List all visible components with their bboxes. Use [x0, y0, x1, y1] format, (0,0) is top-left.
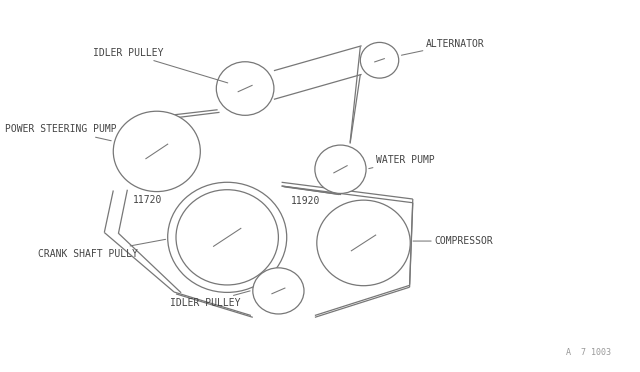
Ellipse shape — [253, 268, 304, 314]
Text: 11720: 11720 — [133, 195, 163, 205]
Ellipse shape — [317, 200, 410, 286]
Text: WATER PUMP: WATER PUMP — [369, 155, 435, 169]
Ellipse shape — [360, 42, 399, 78]
Text: IDLER PULLEY: IDLER PULLEY — [170, 291, 250, 308]
Ellipse shape — [315, 145, 366, 193]
Text: COMPRESSOR: COMPRESSOR — [413, 236, 493, 246]
Ellipse shape — [216, 62, 274, 115]
Text: ALTERNATOR: ALTERNATOR — [401, 39, 484, 55]
Text: IDLER PULLEY: IDLER PULLEY — [93, 48, 228, 83]
Ellipse shape — [113, 111, 200, 192]
Text: A  7 1003: A 7 1003 — [566, 348, 611, 357]
Text: 11920: 11920 — [291, 196, 321, 206]
Text: POWER STEERING PUMP: POWER STEERING PUMP — [5, 125, 116, 141]
Ellipse shape — [168, 182, 287, 292]
Text: CRANK SHAFT PULLY: CRANK SHAFT PULLY — [38, 239, 166, 259]
